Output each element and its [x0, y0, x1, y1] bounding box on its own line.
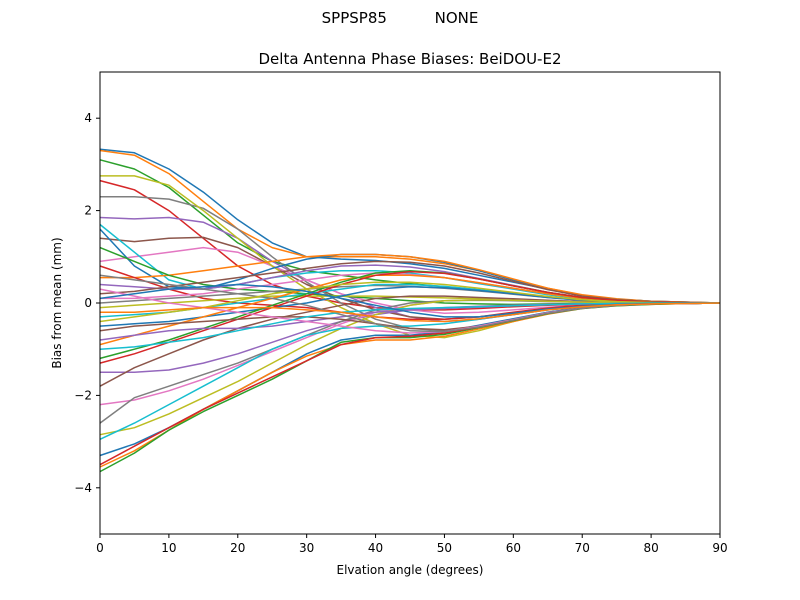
suptitle-left: SPPSP85: [321, 9, 387, 27]
chart-title: Delta Antenna Phase Biases: BeiDOU-E2: [259, 50, 562, 68]
y-axis-label: Bias from mean (mm): [50, 237, 64, 368]
series-line-40: [99, 302, 720, 350]
x-tick-label: 90: [712, 541, 727, 555]
x-axis-label: Elvation angle (degrees): [337, 563, 484, 577]
x-tick-label: 30: [299, 541, 314, 555]
series-line-42: [100, 302, 721, 323]
series-line-24: [99, 270, 721, 364]
x-tick-label: 80: [643, 541, 658, 555]
y-tick-label: −4: [74, 481, 92, 495]
x-tick-label: 70: [575, 541, 590, 555]
y-tick-label: 4: [84, 111, 92, 125]
x-tick-label: 20: [230, 541, 245, 555]
y-tick-label: 0: [84, 296, 92, 310]
x-tick-label: 10: [161, 541, 176, 555]
y-tick-label: 2: [84, 204, 92, 218]
x-tick-label: 60: [506, 541, 521, 555]
y-tick-label: −2: [74, 388, 92, 402]
x-tick-label: 50: [437, 541, 452, 555]
suptitle-right: NONE: [434, 9, 479, 27]
x-axis: 0 10 20 30 40 50 60 70 80 90: [96, 534, 728, 555]
suptitle: SPPSP85 NONE: [0, 9, 800, 27]
y-axis: −4 −2 0 2 4: [74, 111, 100, 495]
x-tick-label: 0: [96, 541, 104, 555]
series-layer: [99, 148, 721, 473]
x-tick-label: 40: [368, 541, 383, 555]
series-line-29: [99, 299, 720, 436]
